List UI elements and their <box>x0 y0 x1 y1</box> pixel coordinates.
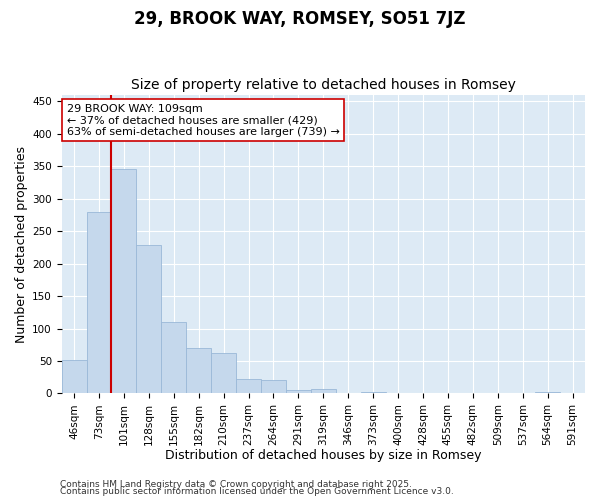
Bar <box>136 246 161 394</box>
Text: Contains public sector information licensed under the Open Government Licence v3: Contains public sector information licen… <box>60 488 454 496</box>
Bar <box>211 353 236 394</box>
Bar <box>112 170 136 394</box>
Text: 29, BROOK WAY, ROMSEY, SO51 7JZ: 29, BROOK WAY, ROMSEY, SO51 7JZ <box>134 10 466 28</box>
Bar <box>410 393 436 394</box>
Bar <box>62 360 86 394</box>
Bar <box>161 322 186 394</box>
Y-axis label: Number of detached properties: Number of detached properties <box>15 146 28 342</box>
Bar <box>236 379 261 394</box>
Text: 29 BROOK WAY: 109sqm
← 37% of detached houses are smaller (429)
63% of semi-deta: 29 BROOK WAY: 109sqm ← 37% of detached h… <box>67 104 340 136</box>
Bar <box>535 392 560 394</box>
Bar <box>286 390 311 394</box>
Bar <box>311 389 336 394</box>
X-axis label: Distribution of detached houses by size in Romsey: Distribution of detached houses by size … <box>165 450 482 462</box>
Title: Size of property relative to detached houses in Romsey: Size of property relative to detached ho… <box>131 78 516 92</box>
Bar <box>361 392 386 394</box>
Bar <box>261 380 286 394</box>
Text: Contains HM Land Registry data © Crown copyright and database right 2025.: Contains HM Land Registry data © Crown c… <box>60 480 412 489</box>
Bar <box>86 212 112 394</box>
Bar <box>186 348 211 394</box>
